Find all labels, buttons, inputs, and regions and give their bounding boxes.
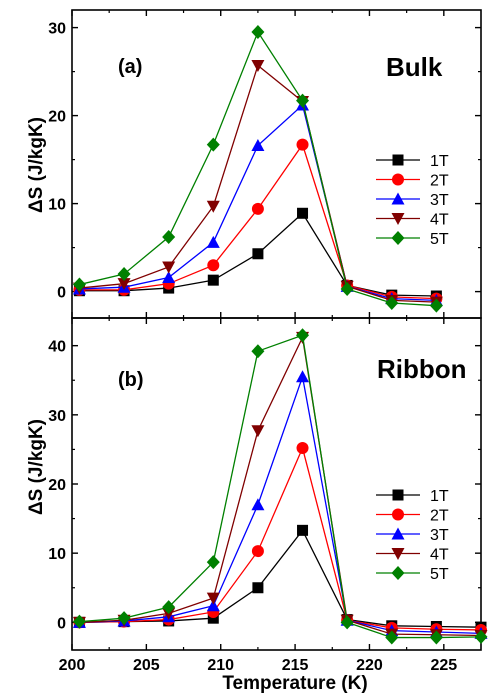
data-point-2T <box>296 442 309 455</box>
x-tick-label: 200 <box>59 657 86 674</box>
legend-marker-1T <box>392 154 404 166</box>
legend-label-3T: 3T <box>430 527 449 544</box>
x-tick-label: 220 <box>356 657 383 674</box>
panel-a-sample-label: Bulk <box>386 52 443 82</box>
data-point-1T <box>252 582 264 594</box>
y-tick-label: 30 <box>48 408 66 425</box>
legend-marker-4T <box>391 548 405 560</box>
data-point-3T <box>251 498 265 511</box>
panel-bulk: (a) Bulk ΔS (J/kgK) 0 10 20 30 1T 2T 3T 4T 5T <box>26 9 482 319</box>
data-point-5T <box>206 137 220 152</box>
data-point-3T <box>296 370 310 383</box>
y-tick-label: 10 <box>48 197 66 214</box>
legend-label-1T: 1T <box>430 153 449 170</box>
y-tick-label: 0 <box>57 615 66 632</box>
data-point-5T <box>474 629 488 644</box>
legend-label-5T: 5T <box>430 231 449 248</box>
data-point-3T <box>206 235 220 248</box>
panel-b-label: (b) <box>118 369 144 391</box>
legend-marker-4T <box>391 213 405 225</box>
data-point-5T <box>296 328 310 343</box>
data-point-3T <box>206 599 220 612</box>
legend-marker-3T <box>391 192 405 205</box>
x-tick-label: 215 <box>282 657 309 674</box>
data-point-1T <box>207 274 219 286</box>
data-point-4T <box>251 425 265 438</box>
data-point-4T <box>251 59 265 72</box>
data-point-5T <box>117 611 131 626</box>
legend-label-4T: 4T <box>430 212 449 229</box>
data-point-2T <box>207 259 220 272</box>
data-point-5T <box>117 267 131 281</box>
data-point-5T <box>206 555 220 570</box>
data-point-4T <box>117 278 131 291</box>
data-point-5T <box>385 630 399 645</box>
data-point-1T <box>297 524 309 536</box>
legend-marker-2T <box>392 173 404 186</box>
data-point-5T <box>429 630 443 645</box>
series-line-3T <box>79 103 437 302</box>
legend-label-1T: 1T <box>430 488 449 505</box>
data-point-3T <box>251 139 265 152</box>
y-tick-label: 40 <box>48 339 66 356</box>
data-point-2T <box>296 138 309 151</box>
data-point-5T <box>251 25 265 39</box>
series-line-2T <box>79 446 482 631</box>
x-tick-label: 205 <box>133 657 160 674</box>
data-point-3T <box>162 271 176 284</box>
data-point-4T <box>206 200 220 213</box>
data-point-5T <box>340 281 354 296</box>
legend-label-4T: 4T <box>430 547 449 564</box>
legend-label-3T: 3T <box>430 192 449 209</box>
data-point-5T <box>340 615 354 630</box>
data-point-5T <box>429 298 443 313</box>
data-point-5T <box>162 230 176 245</box>
legend-label-2T: 2T <box>430 508 449 525</box>
data-point-5T <box>162 600 176 615</box>
legend-label-5T: 5T <box>430 566 449 583</box>
data-point-5T <box>72 614 86 629</box>
panel-a-y-axis-label: ΔS (J/kgK) <box>26 117 47 213</box>
series-line-4T <box>79 335 482 637</box>
series-line-3T <box>79 374 482 635</box>
y-tick-label: 20 <box>48 109 66 126</box>
legend-marker-5T <box>391 231 405 245</box>
legend-marker-5T <box>391 566 405 580</box>
data-point-1T <box>252 248 264 260</box>
legend-marker-2T <box>392 508 404 521</box>
data-point-4T <box>162 261 176 274</box>
y-tick-label: 10 <box>48 546 66 563</box>
y-tick-label: 20 <box>48 477 66 494</box>
x-tick-label: 225 <box>430 657 457 674</box>
panel-a-label: (a) <box>118 56 142 78</box>
panel-b-sample-label: Ribbon <box>377 354 467 384</box>
data-point-2T <box>251 545 264 558</box>
legend-marker-3T <box>391 527 405 540</box>
x-tick-label: 210 <box>207 657 234 674</box>
x-axis-title: Temperature (K) <box>222 673 367 693</box>
data-point-5T <box>72 277 86 292</box>
series-line-2T <box>79 143 437 300</box>
panel-b-y-axis-label: ΔS (J/kgK) <box>26 419 47 515</box>
data-point-1T <box>297 207 309 219</box>
legend-marker-1T <box>392 489 404 501</box>
data-point-5T <box>296 93 310 108</box>
data-point-2T <box>251 202 264 215</box>
legend-label-2T: 2T <box>430 173 449 190</box>
y-tick-label: 0 <box>57 285 66 302</box>
series-line-1T <box>79 529 482 628</box>
panel-ribbon: (b) Ribbon ΔS (J/kgK) 0 10 20 30 40 200 205 210… <box>26 317 488 674</box>
data-point-4T <box>206 592 220 605</box>
y-tick-label: 30 <box>48 21 66 38</box>
data-point-5T <box>251 344 265 359</box>
series-line-5T <box>79 334 482 639</box>
data-point-1T <box>207 612 219 624</box>
data-point-5T <box>385 296 399 311</box>
